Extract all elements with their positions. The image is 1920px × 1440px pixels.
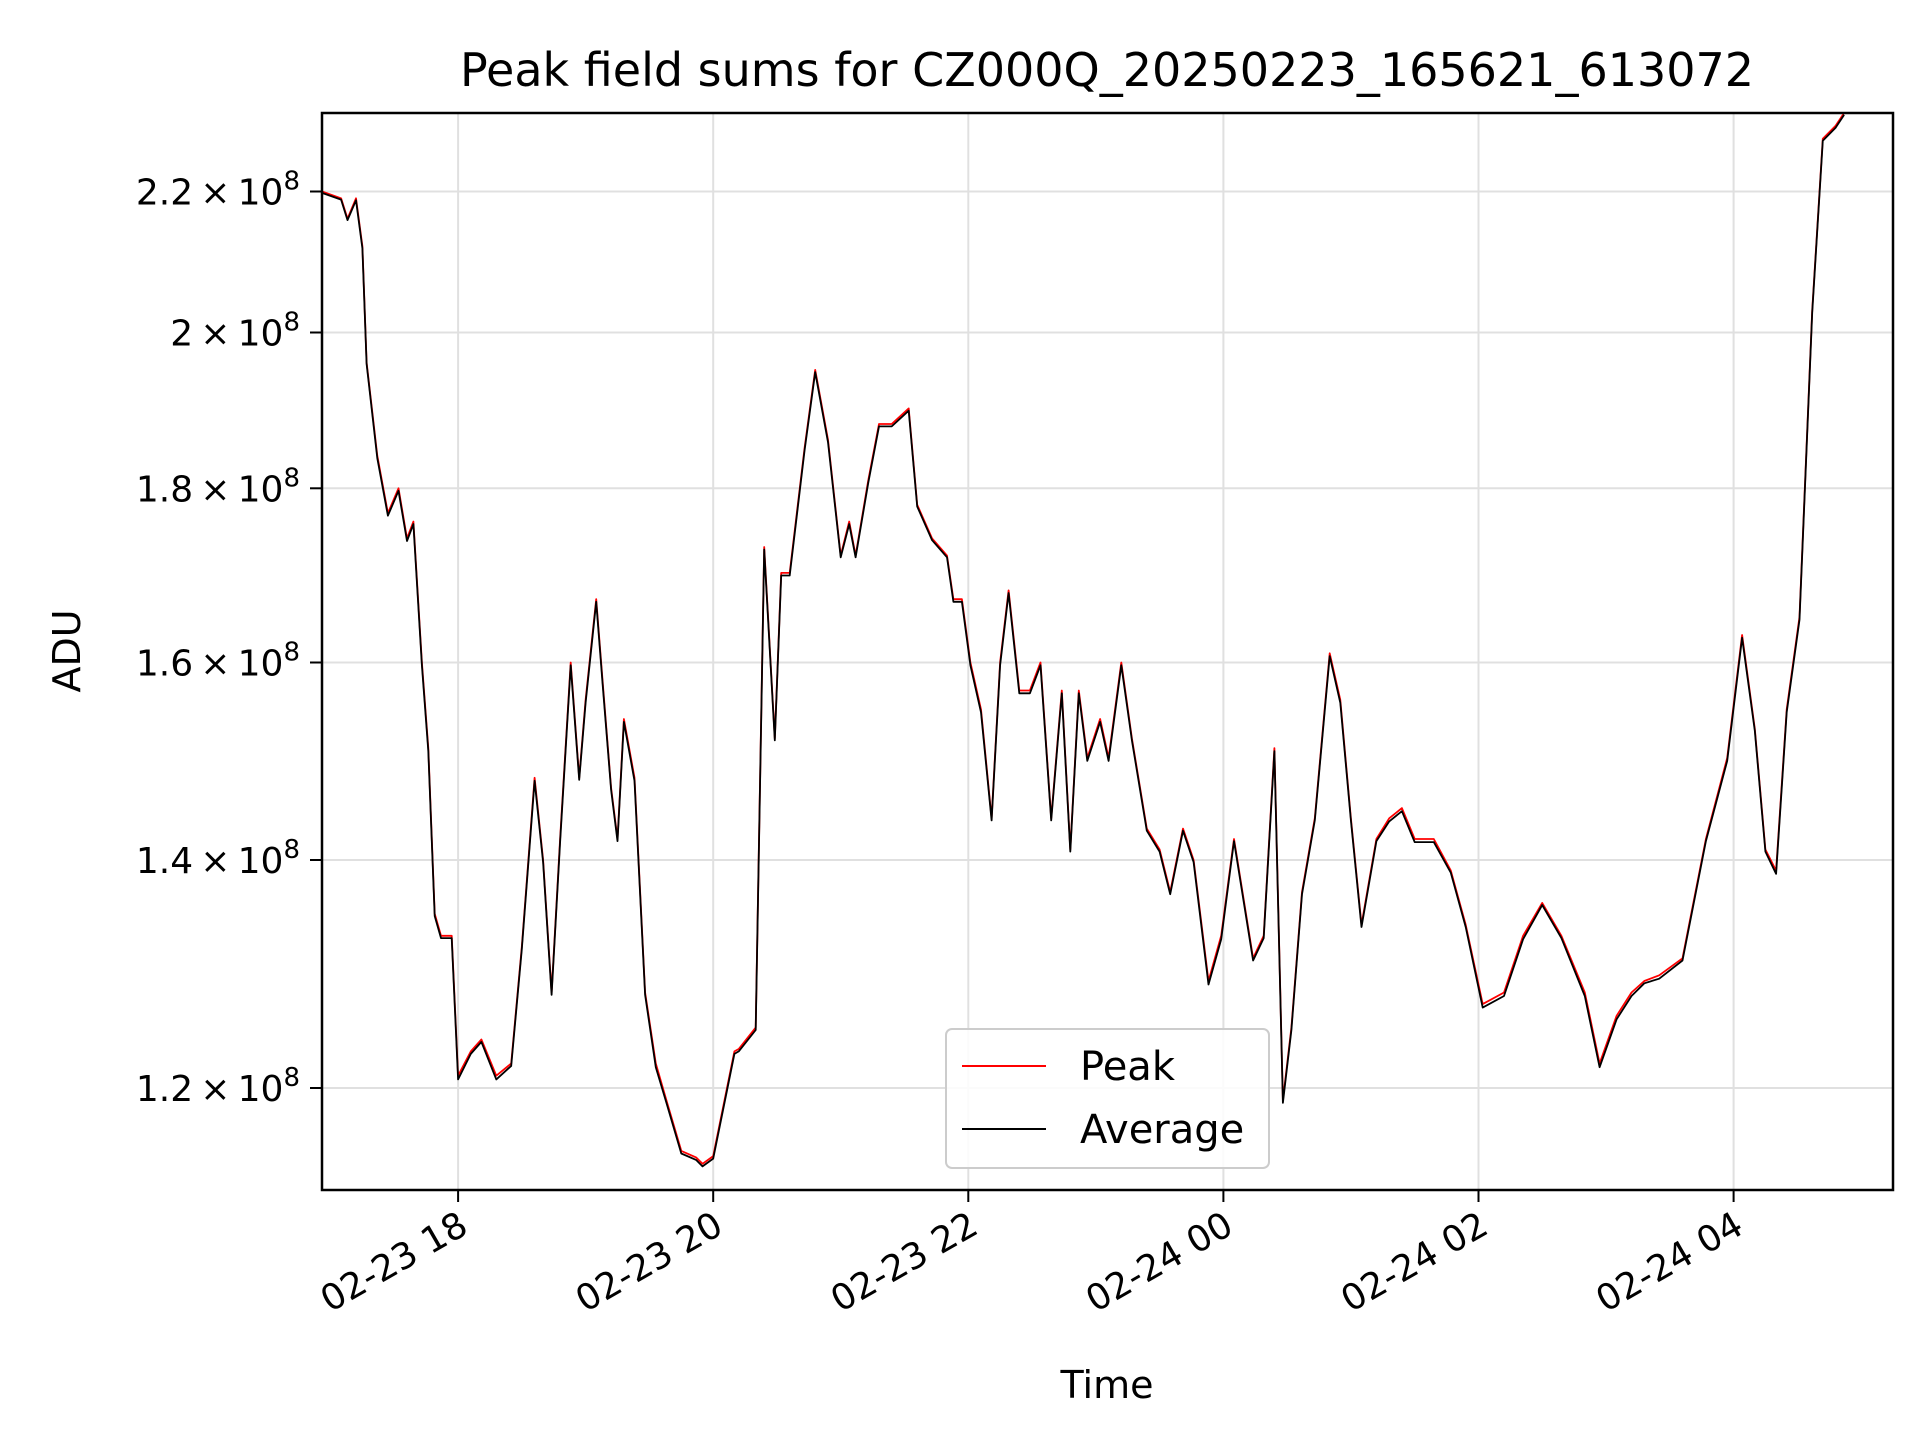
legend-average-label: Average (1080, 1107, 1244, 1153)
legend: Peak Average (945, 1028, 1270, 1169)
legend-peak-label: Peak (1080, 1044, 1176, 1090)
chart-title: Peak field sums for CZ000Q_20250223_1656… (460, 43, 1754, 97)
y-axis-label: ADU (45, 609, 89, 692)
legend-box (945, 1028, 1270, 1169)
y-tick-label: 1.2 × 108 (136, 1063, 300, 1110)
x-axis-label: Time (1060, 1363, 1154, 1407)
y-axis-ticks: 1.2 × 108 1.4 × 108 1.6 × 108 1.8 × 108 2 × … (136, 167, 322, 1110)
y-tick-label: 1.4 × 108 (136, 835, 300, 882)
series-lines (322, 113, 1845, 1168)
y-tick-label: 2 × 108 (170, 308, 300, 355)
y-tick-label: 1.8 × 108 (136, 463, 300, 510)
plot-area-frame (320, 111, 1895, 1192)
y-tick-label: 1.6 × 108 (136, 638, 300, 685)
y-tick-label: 2.2 × 108 (136, 167, 300, 214)
average-series-line (322, 114, 1845, 1168)
